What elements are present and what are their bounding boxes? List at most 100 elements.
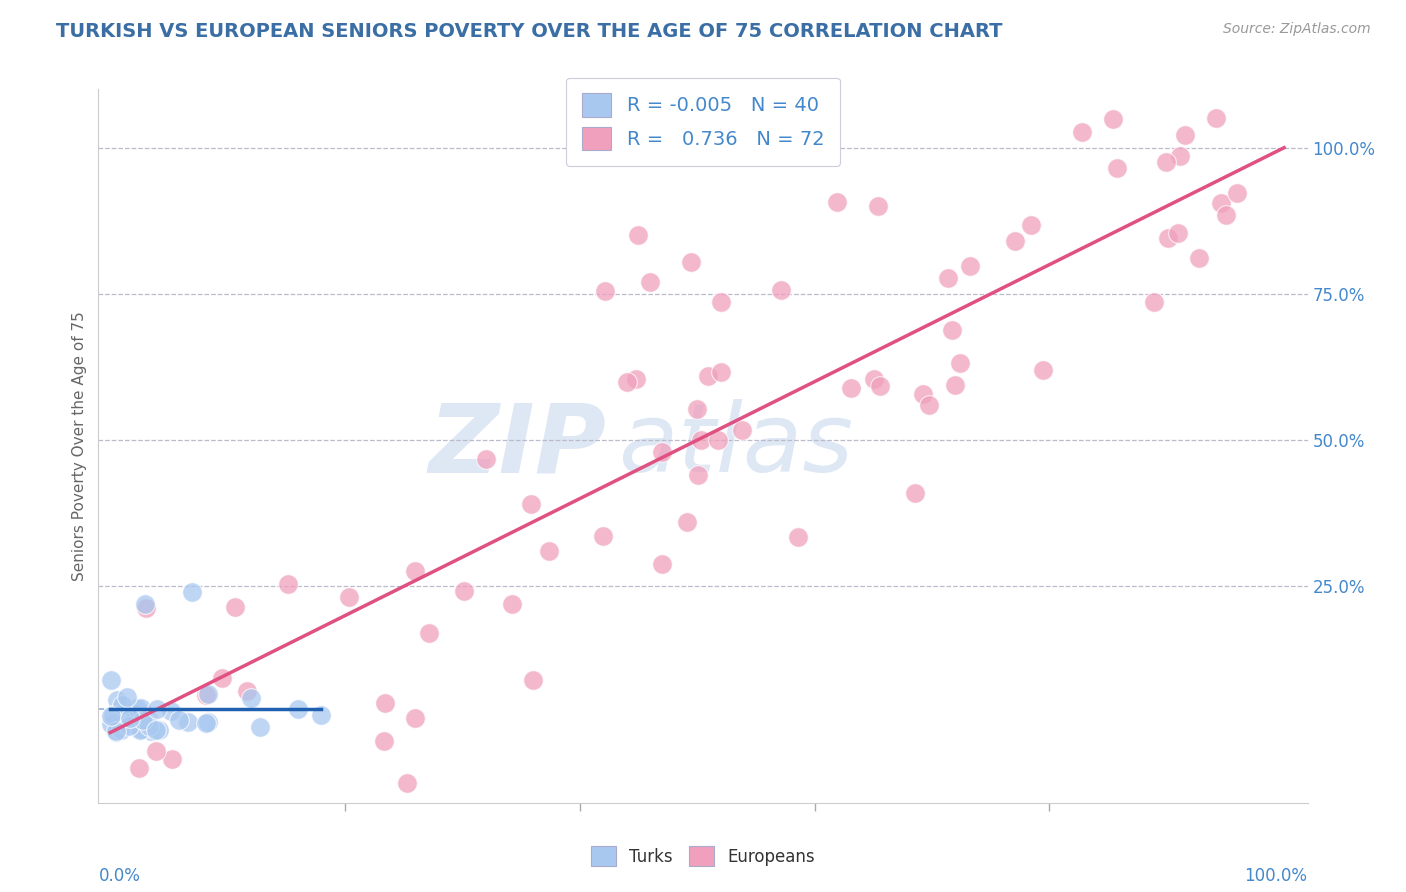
Point bbox=[104, 723, 127, 738]
Point bbox=[138, 718, 160, 732]
Point bbox=[938, 270, 960, 285]
Point bbox=[131, 714, 153, 729]
Point bbox=[277, 577, 299, 591]
Point bbox=[501, 598, 523, 612]
Point bbox=[686, 468, 709, 483]
Point bbox=[918, 398, 941, 412]
Point bbox=[235, 684, 257, 698]
Point bbox=[135, 600, 157, 615]
Point bbox=[211, 671, 233, 685]
Point bbox=[129, 722, 152, 736]
Point bbox=[287, 702, 309, 716]
Point bbox=[638, 275, 661, 289]
Point bbox=[943, 378, 966, 392]
Point bbox=[1032, 363, 1054, 377]
Point bbox=[624, 372, 647, 386]
Point bbox=[404, 711, 426, 725]
Point bbox=[863, 371, 886, 385]
Point bbox=[139, 721, 162, 735]
Point bbox=[675, 515, 697, 529]
Point bbox=[1154, 155, 1177, 169]
Point bbox=[825, 194, 848, 209]
Point bbox=[1226, 186, 1249, 200]
Point bbox=[134, 597, 156, 611]
Point bbox=[904, 486, 927, 500]
Point bbox=[627, 228, 650, 243]
Point bbox=[1157, 231, 1180, 245]
Point bbox=[125, 700, 148, 714]
Point bbox=[100, 716, 122, 731]
Point bbox=[1107, 161, 1129, 175]
Point bbox=[105, 692, 128, 706]
Point bbox=[1071, 125, 1094, 139]
Point bbox=[786, 530, 808, 544]
Point bbox=[453, 583, 475, 598]
Point bbox=[148, 723, 170, 737]
Point bbox=[118, 719, 141, 733]
Point bbox=[651, 557, 673, 571]
Point bbox=[136, 715, 159, 730]
Point bbox=[651, 445, 673, 459]
Point bbox=[770, 284, 793, 298]
Point bbox=[707, 433, 730, 447]
Point bbox=[100, 708, 122, 723]
Point bbox=[1205, 112, 1227, 126]
Point bbox=[146, 702, 169, 716]
Point bbox=[373, 733, 395, 747]
Point bbox=[249, 720, 271, 734]
Point bbox=[100, 673, 122, 687]
Point bbox=[128, 761, 150, 775]
Point bbox=[1004, 235, 1026, 249]
Point bbox=[115, 690, 138, 705]
Point bbox=[1143, 295, 1166, 310]
Point bbox=[103, 707, 125, 722]
Point bbox=[710, 294, 733, 309]
Text: ZIP: ZIP bbox=[429, 400, 606, 492]
Point bbox=[124, 706, 146, 721]
Y-axis label: Seniors Poverty Over the Age of 75: Seniors Poverty Over the Age of 75 bbox=[72, 311, 87, 581]
Point bbox=[110, 723, 132, 737]
Point bbox=[949, 355, 972, 369]
Point bbox=[592, 529, 614, 543]
Point bbox=[145, 744, 167, 758]
Point bbox=[474, 451, 496, 466]
Point bbox=[686, 402, 709, 417]
Point bbox=[110, 712, 132, 726]
Point bbox=[240, 690, 263, 705]
Point bbox=[959, 259, 981, 273]
Point bbox=[224, 599, 246, 614]
Point bbox=[139, 724, 162, 739]
Point bbox=[868, 199, 890, 213]
Point bbox=[1167, 226, 1189, 240]
Point bbox=[616, 375, 638, 389]
Point bbox=[1019, 219, 1042, 233]
Point bbox=[1101, 112, 1123, 126]
Point bbox=[159, 704, 181, 718]
Text: TURKISH VS EUROPEAN SENIORS POVERTY OVER THE AGE OF 75 CORRELATION CHART: TURKISH VS EUROPEAN SENIORS POVERTY OVER… bbox=[56, 22, 1002, 41]
Point bbox=[1209, 196, 1232, 211]
Text: 100.0%: 100.0% bbox=[1244, 867, 1308, 885]
Point bbox=[194, 688, 217, 702]
Point bbox=[145, 723, 167, 737]
Point bbox=[129, 701, 152, 715]
Point bbox=[136, 712, 159, 726]
Point bbox=[839, 381, 862, 395]
Point bbox=[912, 387, 935, 401]
Point bbox=[404, 564, 426, 578]
Point bbox=[111, 698, 134, 712]
Point bbox=[710, 365, 733, 379]
Point bbox=[177, 714, 200, 729]
Point bbox=[132, 714, 155, 728]
Point bbox=[311, 708, 333, 723]
Point bbox=[197, 715, 219, 730]
Point bbox=[1170, 148, 1192, 162]
Point bbox=[118, 711, 141, 725]
Point bbox=[181, 585, 204, 599]
Point bbox=[197, 687, 219, 701]
Text: Source: ZipAtlas.com: Source: ZipAtlas.com bbox=[1223, 22, 1371, 37]
Point bbox=[418, 626, 440, 640]
Text: atlas: atlas bbox=[619, 400, 853, 492]
Point bbox=[730, 423, 752, 437]
Point bbox=[105, 724, 128, 739]
Point bbox=[1215, 208, 1237, 222]
